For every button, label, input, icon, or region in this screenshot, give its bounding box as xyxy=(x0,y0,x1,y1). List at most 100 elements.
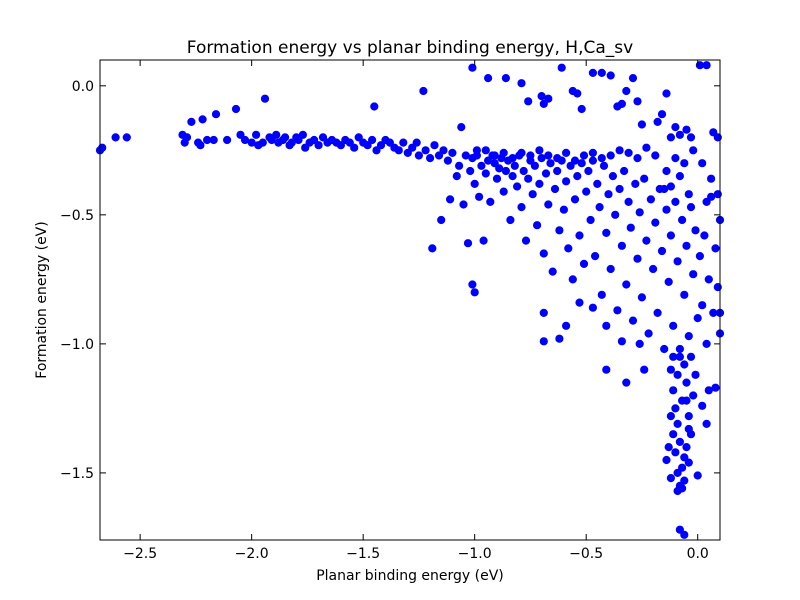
axis-ticks: −2.5 −2.0 −1.5 −1.0 −0.5 0.0 0.0 −0.5 −1.0 −1.5 xyxy=(60,60,720,562)
data-point xyxy=(707,174,716,183)
data-point xyxy=(490,151,499,160)
data-point xyxy=(675,525,685,534)
data-point xyxy=(539,337,548,346)
data-point xyxy=(651,151,660,160)
data-point xyxy=(588,148,598,157)
data-point xyxy=(528,190,537,199)
data-point xyxy=(414,151,423,160)
data-point xyxy=(675,130,685,139)
data-point xyxy=(368,135,377,145)
data-point xyxy=(544,94,553,103)
data-point xyxy=(258,138,267,147)
data-point xyxy=(611,210,620,219)
data-point xyxy=(513,182,522,191)
data-point xyxy=(673,468,682,477)
x-tick-label: −2.5 xyxy=(123,546,157,562)
data-point xyxy=(575,298,584,307)
data-point xyxy=(620,166,629,176)
data-point xyxy=(693,471,702,480)
data-point xyxy=(486,197,495,206)
data-point xyxy=(466,166,475,176)
data-point xyxy=(617,99,627,109)
data-points xyxy=(95,61,725,539)
data-point xyxy=(555,334,564,343)
x-tick-label: −0.5 xyxy=(569,546,603,562)
data-point xyxy=(111,133,120,142)
y-tick-label: −1.0 xyxy=(60,337,94,353)
data-point xyxy=(682,443,691,452)
data-point xyxy=(666,231,676,240)
data-point xyxy=(691,226,700,235)
data-point xyxy=(693,314,702,323)
data-point xyxy=(539,308,548,317)
data-point xyxy=(680,530,689,539)
data-point xyxy=(680,290,689,299)
data-point xyxy=(499,187,508,196)
data-point xyxy=(568,275,577,284)
data-point xyxy=(521,236,531,245)
data-point xyxy=(637,293,647,302)
y-tick-label: 0.0 xyxy=(72,79,94,95)
data-point xyxy=(385,138,394,147)
data-point xyxy=(689,391,698,400)
data-point xyxy=(479,236,488,245)
data-point xyxy=(376,141,386,150)
data-point xyxy=(573,89,582,98)
data-point xyxy=(539,99,548,109)
data-point xyxy=(633,97,642,106)
data-point xyxy=(426,154,435,163)
chart-title: Formation energy vs planar binding energ… xyxy=(187,38,633,58)
data-point xyxy=(682,125,691,134)
data-point xyxy=(602,321,611,330)
data-point xyxy=(399,138,408,147)
data-point xyxy=(680,476,689,485)
data-point xyxy=(673,370,682,379)
data-point xyxy=(566,161,575,170)
data-point xyxy=(698,301,707,310)
data-point xyxy=(695,252,705,261)
data-point xyxy=(559,205,569,214)
data-point xyxy=(613,306,622,315)
data-point xyxy=(437,215,446,225)
plot-frame xyxy=(99,59,721,541)
data-point xyxy=(510,161,519,170)
data-point xyxy=(236,130,245,139)
data-point xyxy=(704,386,713,395)
data-point xyxy=(662,205,671,214)
data-point xyxy=(318,133,328,142)
data-point xyxy=(684,424,693,434)
data-point xyxy=(637,120,647,129)
data-point xyxy=(617,241,627,250)
data-point xyxy=(606,151,615,160)
data-point xyxy=(470,288,479,297)
data-point xyxy=(550,184,560,194)
data-point xyxy=(702,339,711,348)
data-point xyxy=(470,179,479,188)
data-point xyxy=(660,184,669,194)
data-point xyxy=(586,215,595,225)
data-point xyxy=(544,200,553,209)
data-point xyxy=(457,123,466,132)
y-tick-label: −1.5 xyxy=(60,466,94,482)
data-point xyxy=(579,151,589,160)
data-point xyxy=(544,151,553,160)
data-point xyxy=(588,303,598,312)
data-point xyxy=(602,228,611,237)
data-point xyxy=(519,166,528,176)
data-point xyxy=(684,458,693,467)
data-point xyxy=(472,151,481,160)
data-point xyxy=(595,203,604,212)
data-point xyxy=(666,133,676,142)
data-point xyxy=(642,143,651,152)
data-point xyxy=(240,135,250,145)
data-point xyxy=(517,203,526,212)
data-point xyxy=(680,360,689,369)
data-point xyxy=(622,280,631,289)
data-point xyxy=(182,133,192,142)
data-point xyxy=(446,195,455,204)
x-tick-label: −1.0 xyxy=(458,546,492,562)
data-point xyxy=(633,254,642,263)
data-point xyxy=(675,352,685,361)
data-point xyxy=(633,154,642,163)
data-point xyxy=(575,231,584,240)
